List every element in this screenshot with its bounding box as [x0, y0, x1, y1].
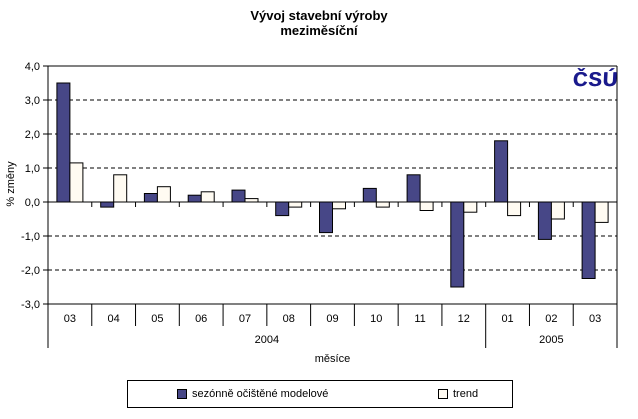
y-tick-label: 1,0 [25, 163, 40, 175]
bar-trend-11 [419, 201, 434, 211]
bar-trend-06 [200, 191, 215, 203]
y-axis-label: % změny [5, 161, 17, 207]
legend-swatch-trend-icon [438, 389, 448, 399]
legend-label-seasonally-adjusted: sezónně očištěné modelové [192, 388, 329, 400]
bar-trend-04 [113, 174, 128, 203]
bar-trend-10 [375, 201, 390, 208]
month-label: 05 [151, 313, 163, 325]
legend-item-trend: trend [438, 381, 478, 407]
month-label: 08 [283, 313, 295, 325]
y-tick-label: -3,0 [21, 299, 40, 311]
chart-legend: sezónně očištěné modelové trend [127, 380, 513, 408]
bar-seasonal-01 [494, 140, 509, 203]
csu-logo: ČSÚ [572, 69, 619, 91]
bar-seasonal-02 [537, 201, 552, 240]
chart-title-line2: meziměsíční [280, 23, 358, 38]
y-tick-label: -2,0 [21, 265, 40, 277]
legend-swatch-dark-icon [177, 389, 187, 399]
bar-trend-08 [288, 201, 303, 208]
month-label: 10 [370, 313, 382, 325]
y-tick-label: 0,0 [25, 197, 40, 209]
x-axis-label: měsíce [315, 353, 350, 365]
bar-trend-12 [463, 201, 478, 213]
y-tick-label: 3,0 [25, 95, 40, 107]
bar-trend-07 [244, 198, 259, 203]
bar-seasonal-06 [187, 194, 202, 203]
month-label: 02 [545, 313, 557, 325]
bar-trend-02 [550, 201, 565, 220]
month-label: 07 [239, 313, 251, 325]
bar-seasonal-03 [56, 82, 71, 203]
legend-item-seasonally-adjusted: sezónně očištěné modelové [177, 381, 328, 407]
bar-trend-03 [594, 201, 609, 223]
year-label: 2004 [255, 334, 279, 346]
y-tick-label: 2,0 [25, 129, 40, 141]
y-tick-label: -1,0 [21, 231, 40, 243]
bar-trend-09 [332, 201, 346, 210]
bar-trend-05 [156, 186, 171, 203]
bar-seasonal-12 [450, 201, 465, 288]
bar-seasonal-09 [319, 201, 333, 234]
bar-seasonal-08 [275, 201, 290, 217]
legend-label-trend: trend [453, 388, 479, 400]
bar-seasonal-10 [362, 187, 377, 203]
month-label: 04 [108, 313, 120, 325]
month-label: 11 [414, 313, 425, 325]
month-label: 06 [195, 313, 207, 325]
bar-seasonal-07 [231, 189, 246, 203]
y-tick-label: 4,0 [25, 61, 40, 73]
bar-seasonal-04 [100, 201, 115, 208]
month-label: 03 [64, 313, 76, 325]
month-label: 01 [501, 313, 513, 325]
month-label: 12 [458, 313, 470, 325]
month-label: 09 [326, 313, 338, 325]
bar-seasonal-03 [581, 201, 596, 279]
bar-trend-03 [69, 162, 84, 203]
chart-title-line1: Vývoj stavební výroby [250, 8, 388, 23]
bar-seasonal-11 [406, 174, 421, 203]
bar-trend-01 [507, 201, 522, 217]
month-label: 03 [589, 313, 601, 325]
chart-title: Vývoj stavební výroby meziměsíční [0, 8, 638, 38]
bar-seasonal-05 [143, 193, 158, 203]
year-label: 2005 [539, 334, 563, 346]
